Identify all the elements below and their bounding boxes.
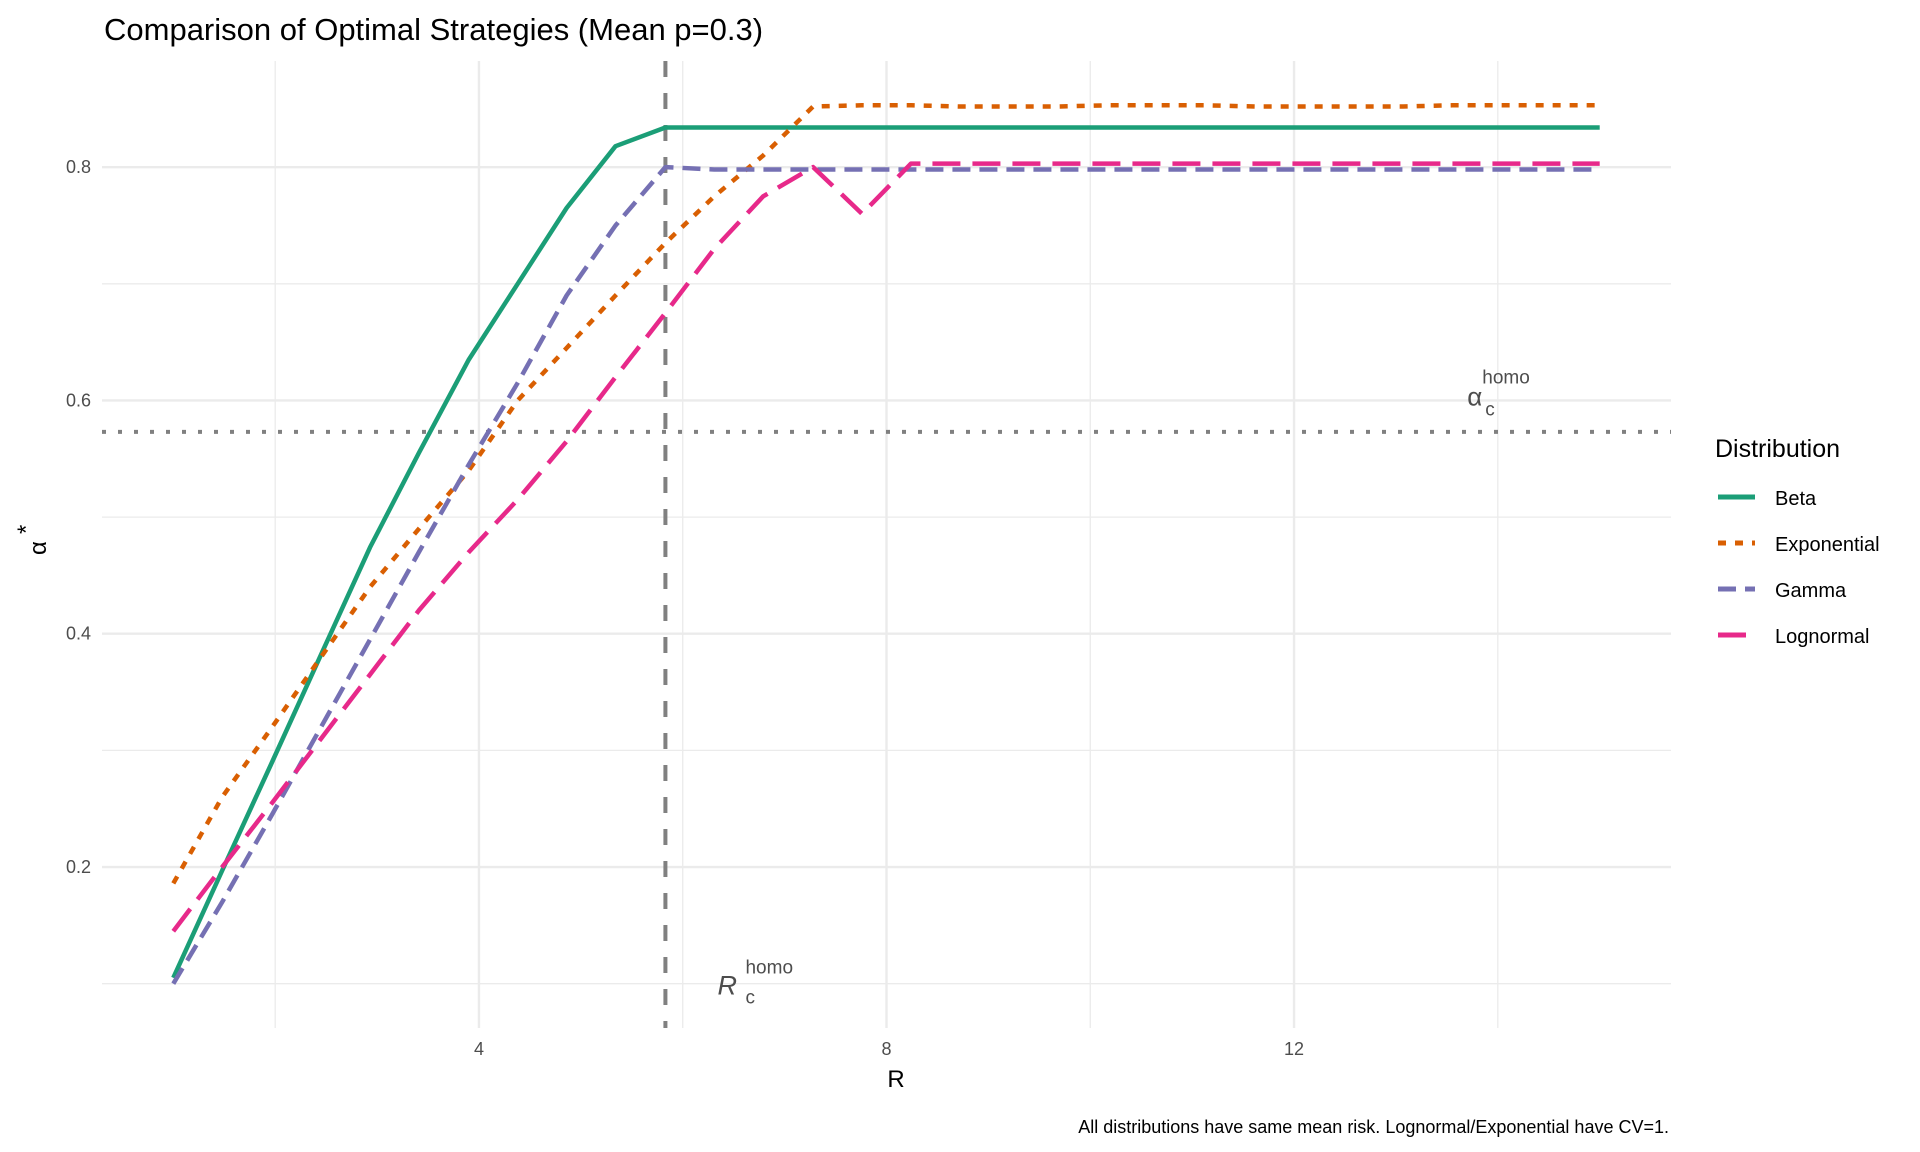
x-tick-label: 12 bbox=[1284, 1039, 1304, 1059]
series-line-gamma bbox=[171, 164, 1600, 985]
x-axis-title: R bbox=[887, 1066, 904, 1093]
r-annotation-sup: homo bbox=[745, 958, 793, 979]
legend-title: Distribution bbox=[1715, 435, 1840, 463]
legend: Distribution Beta Exponential Gamma Lognorm… bbox=[1715, 435, 1880, 648]
y-axis-title: α * bbox=[13, 525, 52, 555]
r-annotation-sub: c bbox=[745, 988, 755, 1009]
y-axis-title-base: α bbox=[25, 541, 52, 555]
series-lines bbox=[171, 103, 1600, 985]
r-annotation-base: R bbox=[717, 971, 737, 1001]
reference-lines bbox=[102, 61, 1671, 1028]
r-c-homo-annotation: R bbox=[717, 971, 737, 1001]
caption: All distributions have same mean risk. L… bbox=[1078, 1117, 1669, 1137]
y-tick-label: 0.8 bbox=[66, 157, 91, 177]
x-tick-label: 8 bbox=[881, 1039, 891, 1059]
axis-ticks: 0.2 0.4 0.6 0.8 4 8 12 bbox=[66, 157, 1304, 1059]
alpha-annotation-sub: c bbox=[1485, 399, 1495, 420]
alpha-c-homo-annotation: αhomo bbox=[1467, 367, 1530, 411]
y-tick-label: 0.2 bbox=[66, 857, 91, 877]
legend-label-beta: Beta bbox=[1775, 488, 1817, 510]
annotations: αhomo c R homo c bbox=[717, 367, 1529, 1008]
alpha-annotation-base: α bbox=[1467, 381, 1482, 411]
x-tick-label: 4 bbox=[474, 1039, 484, 1059]
grid bbox=[102, 61, 1671, 1028]
legend-label-gamma: Gamma bbox=[1775, 580, 1847, 602]
y-tick-label: 0.6 bbox=[66, 390, 91, 410]
y-axis-title-sup: * bbox=[13, 525, 40, 534]
legend-label-lognormal: Lognormal bbox=[1775, 626, 1870, 648]
y-tick-label: 0.4 bbox=[66, 624, 91, 644]
chart-title: Comparison of Optimal Strategies (Mean p… bbox=[104, 12, 763, 47]
series-line-beta bbox=[171, 125, 1600, 979]
legend-label-exponential: Exponential bbox=[1775, 534, 1880, 556]
series-line-lognormal bbox=[171, 161, 1600, 933]
alpha-annotation-sup: homo bbox=[1482, 367, 1530, 388]
